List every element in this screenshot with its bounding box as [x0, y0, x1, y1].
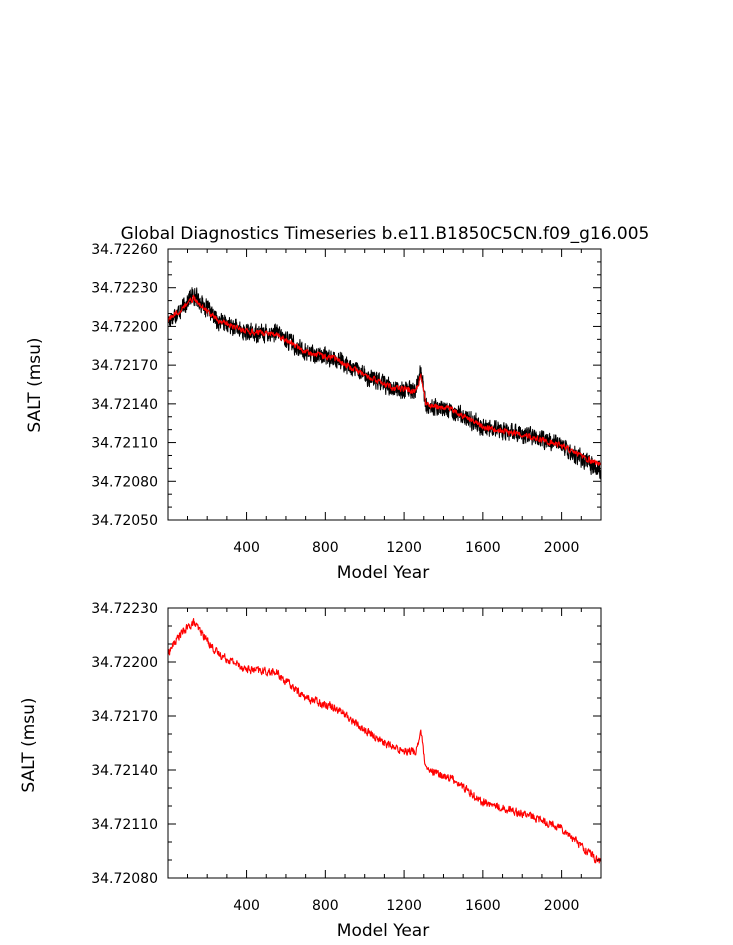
top-axes: 34.72050 34.72080 34.72110 34.72140 34.72170… — [91, 242, 602, 556]
bottom-plot-area — [167, 618, 602, 864]
x-tick-label: 800 — [312, 540, 339, 556]
y-tick-label: 34.72230 — [91, 601, 158, 617]
x-tick-label: 400 — [233, 540, 260, 556]
y-tick-label: 34.72110 — [91, 817, 158, 833]
x-tick-label: 800 — [312, 898, 339, 914]
y-tick-label: 34.72170 — [91, 358, 158, 374]
y-tick-label: 34.72200 — [91, 655, 158, 671]
x-tick-label: 400 — [233, 898, 260, 914]
y-tick-label: 34.72080 — [91, 871, 158, 887]
x-tick-label: 1600 — [465, 540, 501, 556]
x-axis-label: Model Year — [337, 563, 429, 583]
y-axis-label: SALT (msu) — [25, 337, 45, 432]
smoothed-series-line — [167, 618, 602, 864]
chart-title: Global Diagnostics Timeseries b.e11.B185… — [121, 224, 650, 244]
y-tick-label: 34.72260 — [91, 242, 158, 258]
smoothed-series-line — [167, 294, 602, 466]
top-panel: Global Diagnostics Timeseries b.e11.B185… — [25, 224, 649, 583]
top-plot-area — [167, 287, 602, 480]
x-tick-label: 1200 — [386, 898, 422, 914]
y-tick-label: 34.72140 — [91, 397, 158, 413]
x-tick-label: 1600 — [465, 898, 501, 914]
y-tick-label: 34.72140 — [91, 763, 158, 779]
y-tick-label: 34.72110 — [91, 436, 158, 452]
bottom-panel: 34.72080 34.72110 34.72140 34.72170 34.72200… — [19, 601, 602, 941]
x-tick-label: 2000 — [544, 898, 580, 914]
y-tick-label: 34.72230 — [91, 281, 158, 297]
x-tick-label: 2000 — [544, 540, 580, 556]
y-tick-label: 34.72200 — [91, 319, 158, 335]
bottom-axes: 34.72080 34.72110 34.72140 34.72170 34.72200… — [91, 601, 602, 914]
x-tick-label: 1200 — [386, 540, 422, 556]
x-axis-label: Model Year — [337, 921, 429, 941]
y-tick-label: 34.72050 — [91, 513, 158, 529]
y-tick-label: 34.72170 — [91, 709, 158, 725]
y-tick-label: 34.72080 — [91, 474, 158, 490]
y-axis-label: SALT (msu) — [19, 697, 39, 792]
